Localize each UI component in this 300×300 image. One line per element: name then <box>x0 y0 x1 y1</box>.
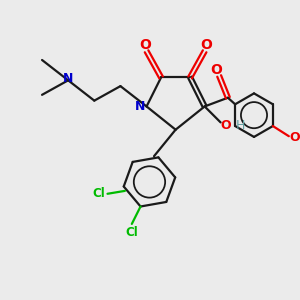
Text: N: N <box>63 72 74 86</box>
Text: Cl: Cl <box>125 226 138 239</box>
Text: Cl: Cl <box>92 187 105 200</box>
Text: O: O <box>200 38 212 52</box>
Text: O: O <box>139 38 151 52</box>
Text: H: H <box>236 119 246 132</box>
Text: O: O <box>210 63 222 76</box>
Text: N: N <box>135 100 146 113</box>
Text: O: O <box>220 119 231 132</box>
Text: O: O <box>289 131 300 144</box>
